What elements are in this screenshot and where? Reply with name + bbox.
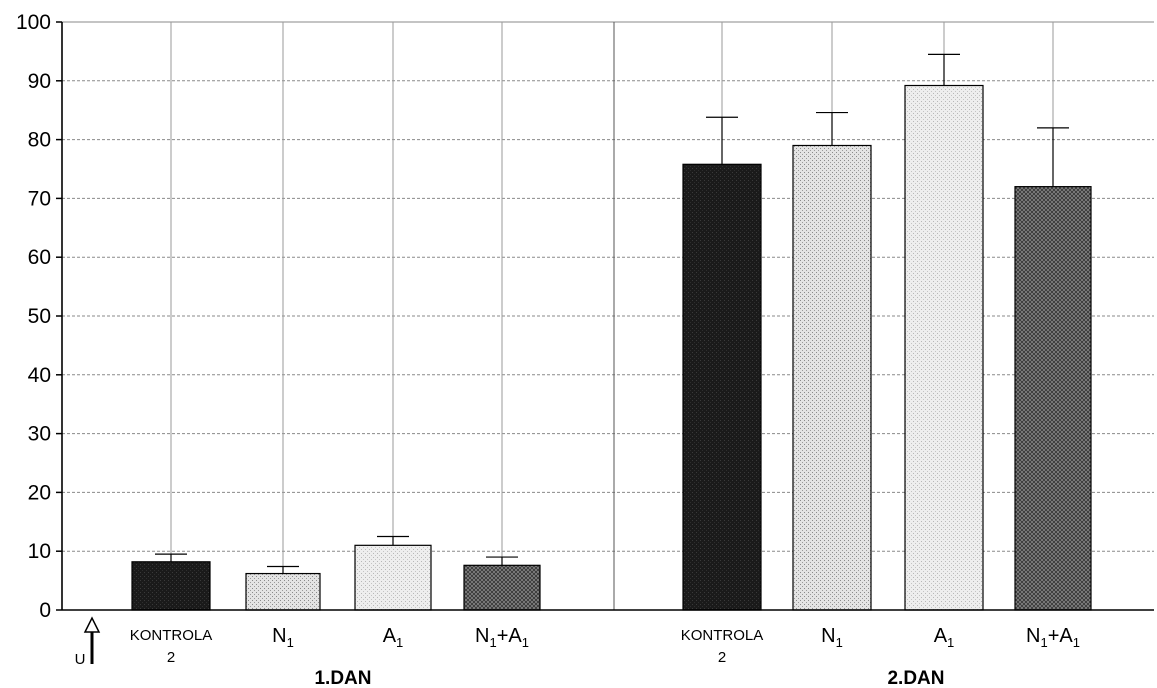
category-label-2-4: N1+A1 (1026, 625, 1080, 650)
bar-2-2 (792, 144, 872, 611)
error-bars (155, 53, 1069, 574)
y-tick-label-30: 30 (28, 423, 51, 446)
y-tick-label-50: 50 (28, 305, 51, 328)
axes (56, 21, 1154, 611)
bar-1-2 (245, 572, 321, 611)
category-label-2-1: KONTROLA (681, 627, 764, 644)
y-tick-label-10: 10 (28, 540, 51, 563)
gridlines (62, 21, 1154, 610)
y-tick-label-40: 40 (28, 364, 51, 387)
bars (131, 84, 1092, 611)
y-tick-label-60: 60 (28, 246, 51, 269)
category-label-line2-1-1: 2 (167, 649, 175, 666)
bar-2-4 (1014, 186, 1092, 611)
bar-1-4 (463, 564, 541, 611)
bar-1-3 (354, 544, 432, 611)
u-arrow-head-icon (83, 616, 101, 633)
bar-1-1 (131, 561, 211, 611)
y-tick-label-0: 0 (39, 599, 51, 622)
category-label-1-1: KONTROLA (130, 627, 213, 644)
y-tick-label-90: 90 (28, 70, 51, 93)
category-label-1-2: N1 (272, 625, 294, 650)
group-label-1: 1.DAN (314, 668, 371, 688)
bar-2-1 (682, 163, 762, 611)
category-label-2-2: N1 (821, 625, 843, 650)
category-label-line2-2-1: 2 (718, 649, 726, 666)
labels: 0 10 20 30 40 50 60 70 80 90 100 KONTROLA 2 N1 A1 N1+A1… (16, 11, 1080, 688)
group-label-2: 2.DAN (887, 668, 944, 688)
category-label-1-4: N1+A1 (475, 625, 529, 650)
bar-2-3 (904, 84, 984, 611)
category-label-2-3: A1 (934, 625, 955, 650)
y-tick-label-70: 70 (28, 187, 51, 210)
u-marker-label: U (75, 651, 86, 668)
y-tick-label-20: 20 (28, 481, 51, 504)
y-tick-label-100: 100 (16, 11, 51, 34)
y-tick-label-80: 80 (28, 129, 51, 152)
category-label-1-3: A1 (383, 625, 404, 650)
